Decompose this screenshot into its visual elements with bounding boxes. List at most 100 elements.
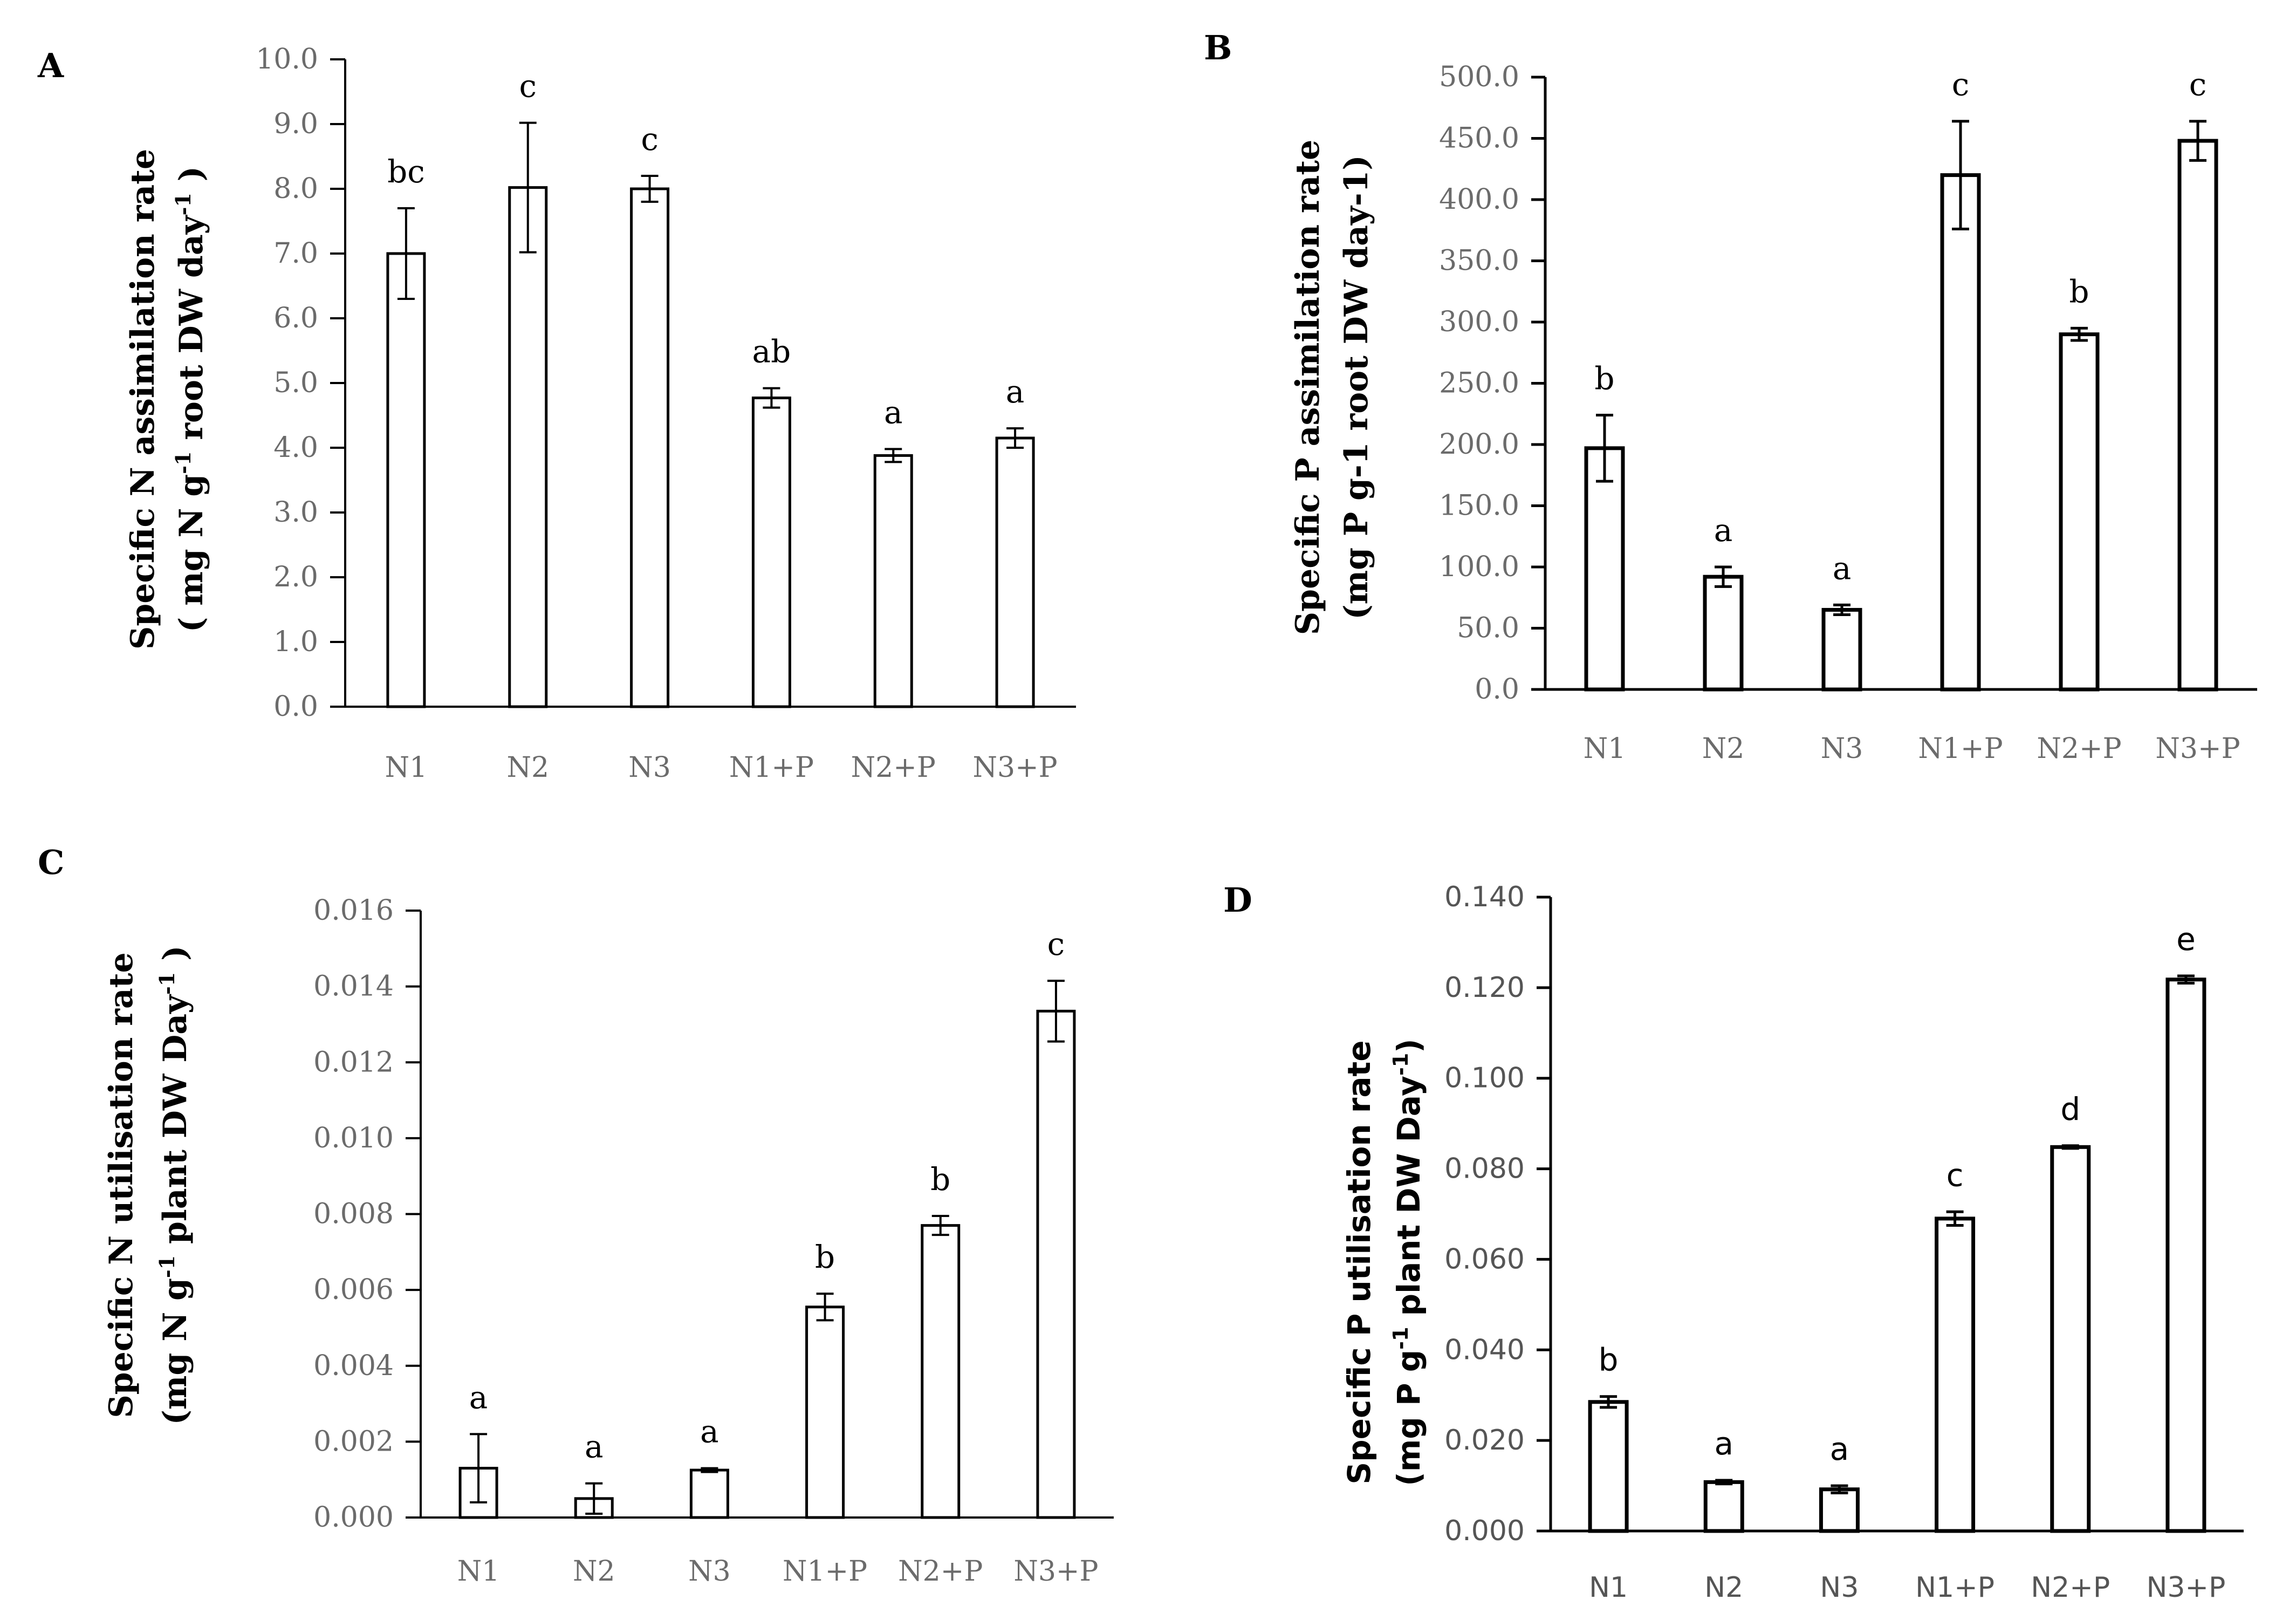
panel-d-y-tick-label: 0.120 [1444, 972, 1525, 1004]
panel-d-ylabel-units-sup: -1 [1389, 1053, 1413, 1076]
panel-a-y-tick-label: 8.0 [273, 173, 318, 205]
panel-c-ylabel-units-sup: -1 [155, 972, 179, 995]
panel-a-category-label: N1+P [729, 751, 814, 784]
panel-a-y-tick-label: 3.0 [273, 496, 318, 529]
panel-b-category-label: N2+P [2037, 733, 2121, 765]
panel-b-y-tick-label: 250.0 [1439, 367, 1519, 400]
panel-d-significance-label: b [1599, 1342, 1619, 1378]
panel-c-y-tick-label: 0.012 [313, 1046, 394, 1078]
panel-d-plot: 0.000 0.020 0.040 0.060 0.080 0.100 0.120 0.140… [1444, 881, 2244, 1604]
panel-c-y-tick-label: 0.008 [313, 1198, 394, 1231]
panel-c-ylabel-units: (mg N g-1 plant DW Day-1 ) [155, 946, 194, 1425]
panel-b-significance-label: c [2189, 66, 2206, 103]
panel-b-ylabel-main: Specific P assimilation rate [1289, 140, 1327, 635]
panel-d-letter: D [1223, 880, 1252, 920]
panel-d-ylabel-units-sup: -1 [1389, 1327, 1413, 1350]
panel-b-category-label: N1 [1584, 733, 1626, 765]
panel-a-bar [873, 454, 913, 708]
panel-d-bar [1703, 1480, 1744, 1533]
panel-a-ylabel-units: ( mg N g-1 root DW day-1 ) [171, 166, 210, 632]
panel-d-ylabel-units: (mg P g-1 plant DW Day-1) [1389, 1038, 1427, 1486]
panel-c-category-label: N3 [688, 1555, 731, 1588]
panel-a-ylabel-units-sup: -1 [171, 452, 195, 474]
panel-d-y-tick-label: 0.020 [1444, 1424, 1525, 1457]
panel-c-significance-label: b [815, 1239, 835, 1275]
panel-a-significance-label: a [1006, 373, 1025, 410]
panel-d-y-tick-label: 0.100 [1444, 1062, 1525, 1095]
panel-c-ylabel-main: Specific N utilisation rate [102, 952, 140, 1418]
panel-b-significance-label: a [1714, 512, 1733, 549]
panel-b-plot: 0.0 50.0 100.0 150.0 200.0 250.0 300.0 350.0 400… [1439, 61, 2257, 765]
panel-d-bar [1588, 1400, 1629, 1533]
panel-c-significance-label: a [700, 1413, 719, 1450]
panel-c-ylabel-units-part: (mg N g [156, 1278, 194, 1425]
panel-a-category-label: N1 [385, 751, 428, 784]
panel-b-significance-label: b [2069, 273, 2089, 310]
panel-c-ylabel-units-sup: -1 [155, 1255, 179, 1278]
panel-a-bar [508, 186, 548, 708]
panel-c-significance-label: a [469, 1379, 488, 1416]
panel-b-bar [2177, 139, 2218, 692]
panel-a-bar [386, 252, 426, 708]
panel-c-category-label: N3+P [1013, 1555, 1098, 1588]
panel-a-ylabel-units-part: ( mg N g [173, 474, 210, 632]
panel-c: C Specific N utilisation rate (mg N g-1 … [38, 843, 1114, 1588]
panel-d-bar [1819, 1487, 1860, 1533]
panel-d-significance-label: a [1714, 1425, 1733, 1462]
panel-c-bar [1036, 1009, 1076, 1519]
panel-d-category-label: N3+P [2146, 1571, 2225, 1604]
panel-b-y-tick-label: 200.0 [1439, 428, 1519, 461]
panel-a-y-tick-label: 1.0 [273, 626, 318, 658]
panel-b-y-tick-label: 150.0 [1439, 490, 1519, 522]
panel-a-category-label: N2 [506, 751, 549, 784]
panel-c-y-tick-label: 0.014 [313, 970, 394, 1003]
panel-a-y-tick-label: 7.0 [273, 237, 318, 270]
panel-c-y-tick-label: 0.002 [313, 1425, 394, 1458]
panel-b-y-tick-label: 450.0 [1439, 122, 1519, 155]
panel-a-significance-label: ab [752, 333, 791, 370]
panel-d-category-label: N1+P [1915, 1571, 1995, 1604]
panel-a-plot: 0.0 1.0 2.0 3.0 4.0 5.0 6.0 7.0 8.0 9.0 10.0 bc N1 c N… [256, 43, 1076, 784]
panel-c-bar [805, 1305, 845, 1519]
panel-a-y-tick-label: 2.0 [273, 561, 318, 593]
panel-a-ylabel-units-part: root DW day [173, 214, 210, 451]
panel-b-bar [1703, 575, 1744, 692]
panel-b: B Specific P assimilation rate (mg P g-1… [1204, 28, 2257, 765]
panel-d-significance-label: a [1830, 1431, 1849, 1467]
panel-d-y-tick-label: 0.140 [1444, 881, 1525, 913]
panel-c-category-label: N1 [457, 1555, 500, 1588]
panel-d-ylabel-main: Specific P utilisation rate [1341, 1040, 1377, 1484]
panel-d-significance-label: d [2060, 1091, 2080, 1127]
panel-a-ylabel-units-sup: -1 [171, 193, 195, 215]
panel-b-bar [1821, 607, 1862, 692]
panel-d-bar [2165, 978, 2206, 1533]
panel-b-y-tick-label: 500.0 [1439, 61, 1519, 93]
panel-d-y-tick-label: 0.040 [1444, 1334, 1525, 1366]
panel-d-significance-label: c [1947, 1157, 1964, 1193]
panel-d-y-tick-label: 0.000 [1444, 1515, 1525, 1547]
panel-a-bar [630, 187, 670, 708]
panel-b-category-label: N3 [1821, 733, 1863, 765]
panel-c-category-label: N1+P [783, 1555, 867, 1588]
panel-c-y-tick-label: 0.004 [313, 1350, 394, 1382]
panel-b-bar [1584, 446, 1625, 692]
panel-c-bar [921, 1224, 961, 1519]
panel-a-y-tick-label: 5.0 [273, 367, 318, 399]
panel-a-category-label: N2+P [851, 751, 936, 784]
panel-c-ylabel-units-part: plant DW Day [156, 994, 194, 1255]
panel-d-ylabel-units-part: ) [1390, 1038, 1427, 1053]
panel-c-significance-label: b [930, 1161, 950, 1198]
panel-d-significance-label: e [2176, 921, 2196, 958]
panel-d-bar [1935, 1216, 1976, 1533]
panel-b-significance-label: c [1952, 66, 1969, 103]
panel-b-y-tick-label: 100.0 [1439, 551, 1519, 583]
panel-d-category-label: N2+P [2031, 1571, 2110, 1604]
panel-c-letter: C [38, 843, 64, 882]
panel-a-y-tick-label: 6.0 [273, 302, 318, 334]
panel-b-y-tick-label: 0.0 [1475, 673, 1519, 706]
panel-a-category-label: N3+P [973, 751, 1058, 784]
panel-b-ylabel-units: (mg P g-1 root DW day-1) [1338, 155, 1375, 620]
panel-a-significance-label: bc [387, 153, 425, 190]
panel-a-letter: A [37, 46, 64, 85]
